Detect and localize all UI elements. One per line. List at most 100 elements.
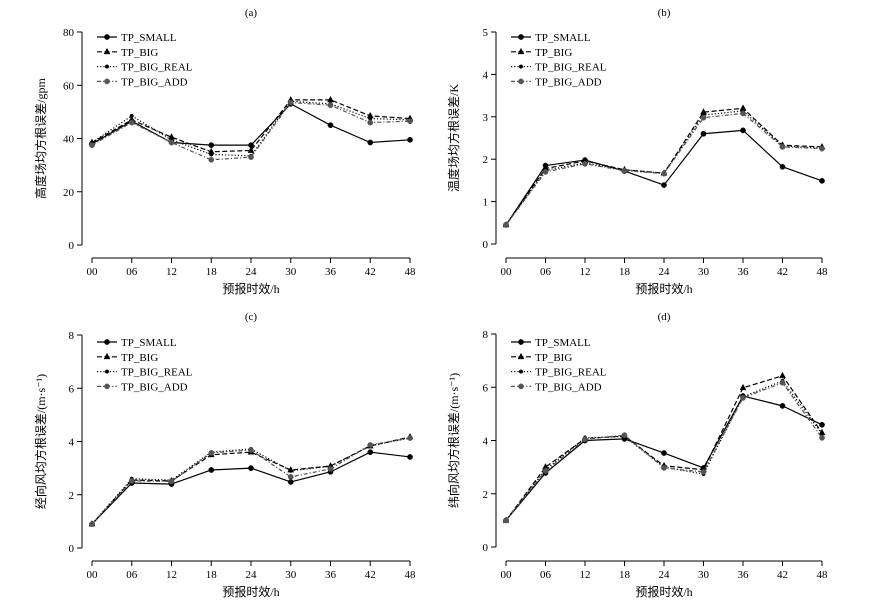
- legend-label: TP_BIG_REAL: [535, 367, 607, 379]
- x-axis-label: 预报时效/h: [222, 281, 279, 296]
- chart-title: (c): [245, 311, 258, 323]
- data-point-tp-big-add: [819, 145, 825, 152]
- y-tick-label: 5: [483, 27, 489, 39]
- x-axis: 00 06 12 18 24 30 36 42 48 预报时效/h: [501, 560, 829, 599]
- x-tick-label: 06: [126, 266, 138, 278]
- chart-title: (b): [658, 7, 671, 19]
- x-tick-label: 48: [817, 569, 829, 581]
- x-tick-label: 48: [405, 569, 417, 581]
- legend-marker-tp-big: [517, 352, 525, 360]
- legend-marker-tp-big-add: [104, 78, 110, 85]
- data-point-tp-small: [367, 449, 374, 455]
- data-point-tp-big-add: [503, 222, 509, 228]
- legend: TP_SMALL TP_BIG TP_BIG_REAL TP_BIG_ADD: [511, 337, 607, 393]
- legend-label: TP_BIG_ADD: [121, 76, 188, 88]
- legend-label: TP_SMALL: [535, 337, 591, 349]
- legend-entry-tp-big-real: TP_BIG_REAL: [511, 367, 607, 379]
- data-point-tp-big-add: [367, 119, 374, 126]
- data-point-tp-small: [287, 479, 294, 485]
- data-point-tp-big-add: [128, 478, 135, 484]
- x-tick-label: 12: [166, 266, 177, 278]
- legend-marker-tp-big-real: [104, 64, 110, 69]
- data-point-tp-big-add: [287, 474, 294, 480]
- y-tick-label: 4: [69, 437, 75, 449]
- legend-entry-tp-small: TP_SMALL: [97, 32, 177, 44]
- data-point-tp-small: [819, 421, 825, 428]
- data-point-tp-big-add: [248, 154, 254, 160]
- data-point-tp-big-add: [700, 469, 707, 475]
- y-axis: 0 20 40 60 80 高度场均方根误差/gpm: [33, 27, 83, 252]
- legend-label: TP_SMALL: [121, 337, 177, 349]
- legend-entry-tp-big: TP_BIG: [97, 47, 158, 59]
- y-axis: 0 2 4 6 8 纬向风均方根误差/(m·s⁻¹): [446, 329, 497, 554]
- x-tick-label: 24: [246, 569, 258, 581]
- series-tp-big-add: [89, 435, 413, 527]
- x-tick-label: 18: [206, 569, 218, 581]
- x-tick-label: 24: [246, 266, 258, 278]
- y-tick-label: 2: [483, 489, 489, 501]
- data-point-tp-small: [407, 136, 413, 143]
- y-axis-label: 纬向风均方根误差/(m·s⁻¹): [446, 373, 461, 508]
- x-tick-label: 30: [698, 569, 710, 581]
- legend-marker-tp-small: [518, 34, 524, 40]
- x-tick-label: 30: [698, 266, 710, 278]
- y-tick-label: 4: [483, 436, 489, 448]
- legend-marker-tp-big-add: [104, 383, 110, 390]
- legend-label: TP_BIG_ADD: [121, 381, 188, 393]
- data-point-tp-big-add: [621, 167, 628, 174]
- x-axis-label: 预报时效/h: [635, 584, 692, 599]
- data-point-tp-big-add: [89, 521, 95, 527]
- legend-entry-tp-small: TP_SMALL: [511, 32, 591, 44]
- y-tick-label: 0: [69, 240, 75, 252]
- y-tick-label: 6: [69, 383, 75, 395]
- x-tick-label: 42: [365, 569, 376, 581]
- x-tick-label: 18: [619, 569, 631, 581]
- data-point-tp-small: [367, 139, 374, 146]
- y-tick-label: 0: [69, 543, 75, 555]
- x-tick-label: 36: [738, 266, 750, 278]
- legend-label: TP_BIG_REAL: [535, 62, 607, 74]
- data-point-tp-big-add: [407, 118, 413, 125]
- data-point-tp-big-add: [168, 139, 175, 146]
- y-tick-label: 4: [483, 69, 489, 81]
- y-tick-label: 40: [63, 134, 75, 146]
- data-point-tp-big: [739, 383, 747, 391]
- x-axis-label: 预报时效/h: [222, 584, 279, 599]
- data-point-tp-big-add: [208, 156, 215, 163]
- data-point-tp-big-add: [128, 119, 135, 126]
- y-axis: 0 2 4 6 8 经向风均方根误差/(m·s⁻¹): [33, 330, 83, 555]
- y-tick-label: 2: [69, 490, 75, 502]
- legend-entry-tp-big-real: TP_BIG_REAL: [511, 62, 607, 74]
- chart-title: (d): [658, 311, 671, 323]
- legend-label: TP_SMALL: [121, 32, 177, 44]
- data-point-tp-big-add: [582, 436, 588, 443]
- legend-marker-tp-small: [518, 339, 524, 345]
- legend-label: TP_BIG: [535, 47, 572, 59]
- data-point-tp-small: [779, 163, 786, 170]
- legend-entry-tp-big-add: TP_BIG_ADD: [511, 76, 602, 88]
- data-point-tp-big-add: [700, 114, 707, 121]
- data-point-tp-big-add: [779, 144, 786, 150]
- series-line-tp-big-add: [91, 101, 411, 161]
- legend-label: TP_BIG_ADD: [535, 76, 602, 88]
- chart-title: (a): [245, 7, 258, 19]
- series-line-tp-big: [91, 99, 411, 153]
- data-point-tp-big-add: [208, 450, 215, 456]
- legend-label: TP_BIG_REAL: [121, 367, 193, 379]
- data-point-tp-big-add: [582, 161, 588, 167]
- data-point-tp-small: [819, 177, 825, 184]
- data-point-tp-small: [208, 142, 215, 149]
- data-point-tp-small: [407, 454, 413, 460]
- data-point-tp-small: [740, 127, 746, 134]
- legend: TP_SMALL TP_BIG TP_BIG_REAL TP_BIG_ADD: [511, 32, 607, 88]
- plot-area: [502, 371, 826, 524]
- x-tick-label: 00: [501, 266, 513, 278]
- x-tick-label: 48: [405, 266, 417, 278]
- data-point-tp-big-add: [89, 142, 95, 149]
- x-tick-label: 12: [580, 569, 591, 581]
- y-axis-label: 高度场均方根误差/gpm: [33, 78, 48, 199]
- data-point-tp-small: [779, 403, 786, 409]
